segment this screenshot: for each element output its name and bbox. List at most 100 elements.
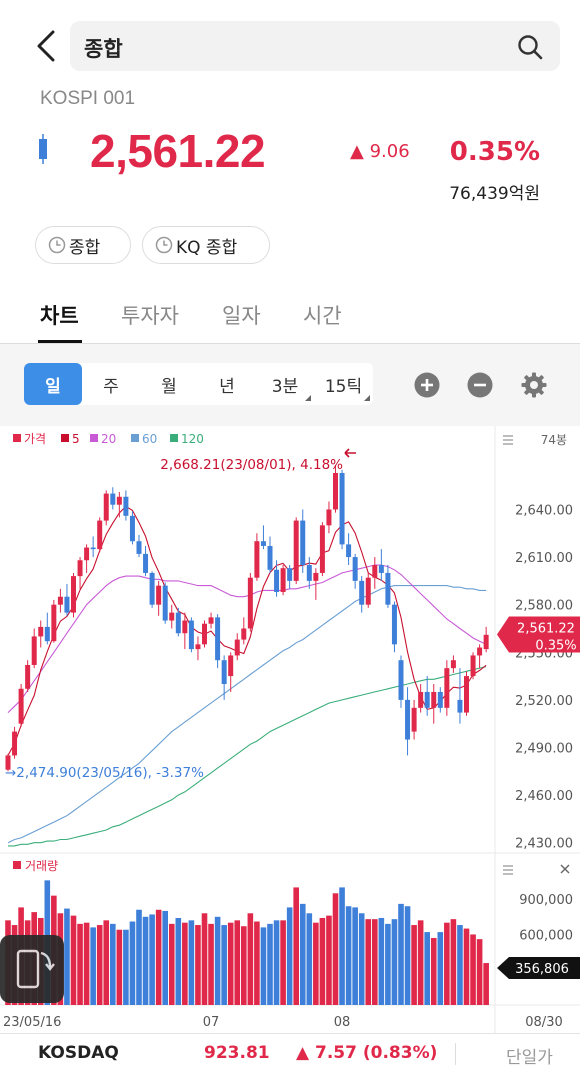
legend-swatch [131, 434, 139, 442]
menu-icon[interactable] [503, 435, 513, 445]
candle-body [136, 541, 142, 554]
footer-single-price[interactable]: 단일가 [506, 1048, 553, 1068]
period-15tick[interactable]: 15틱 [314, 363, 373, 405]
zoom-in-icon[interactable] [414, 372, 440, 398]
volume-bar [70, 915, 77, 1005]
tab-chart[interactable]: 차트 [40, 304, 79, 328]
volume-bar [280, 920, 286, 1005]
candle-body [38, 626, 44, 637]
bar-count: 74봉 [541, 433, 567, 447]
zoom-out-icon[interactable] [467, 372, 493, 398]
period-year[interactable]: 년 [198, 363, 256, 405]
footer-ticker[interactable]: KOSDAQ 923.81 ▲ 7.57 (0.83%) 단일가 [0, 1033, 580, 1072]
period-label: 주 [103, 376, 119, 397]
candle-body [149, 572, 155, 605]
x-tick-label: 08/30 [525, 1015, 562, 1030]
legend-swatch [13, 861, 21, 869]
candle-body [84, 547, 90, 561]
period-week[interactable]: 주 [82, 363, 140, 405]
ma60-line [7, 585, 487, 844]
candle-body [51, 604, 57, 642]
period-label: 3분 [271, 376, 299, 397]
candle-body [293, 520, 299, 581]
candle-body [71, 576, 76, 613]
x-axis-labels: 23/05/16 07 08 08/30 [3, 1015, 563, 1030]
candle-body [319, 525, 325, 573]
volume-bar [444, 922, 450, 1005]
low-annotation: →2,474.90(23/05/16), -3.37% [5, 765, 204, 781]
candle-body [182, 620, 188, 634]
clock-icon [155, 236, 173, 254]
legend-swatch [170, 434, 178, 442]
y-tick-label: 2,430.00 [515, 837, 573, 852]
volume-bar [214, 916, 221, 1005]
trading-amount: 76,439억원 [449, 184, 540, 204]
candle-body [424, 691, 430, 708]
ma20-line [7, 564, 487, 713]
volume-bar [136, 909, 142, 1005]
volume-bar [430, 937, 437, 1005]
volume-bar [241, 926, 247, 1005]
period-label: 일 [45, 376, 61, 397]
candle-body [175, 612, 181, 634]
candle-body [228, 655, 234, 677]
period-selector: 일 주 월 년 3분 15틱 [24, 363, 373, 405]
back-button[interactable] [30, 28, 62, 64]
candle-body [221, 660, 227, 685]
screen-rotate-button[interactable] [0, 935, 64, 1003]
candle-body [241, 628, 247, 640]
volume-bar [90, 927, 96, 1005]
volume-bar [358, 913, 365, 1005]
current-volume-tag: 356,806 [497, 957, 580, 980]
volume-bar [470, 934, 476, 1005]
candle-body [12, 731, 18, 756]
chip-kq-composite[interactable]: KQ 종합 [142, 226, 270, 264]
volume-bar [450, 919, 457, 1005]
legend-swatch [61, 434, 69, 442]
close-icon[interactable] [560, 864, 570, 874]
legend-price: 가격 [24, 432, 46, 446]
candle-body [313, 572, 319, 581]
period-label: 월 [161, 376, 177, 397]
candle-body [247, 577, 253, 629]
search-icon[interactable] [516, 33, 544, 61]
chevron-left-icon [37, 30, 55, 62]
volume-bar [319, 917, 326, 1005]
candle-body [5, 755, 11, 770]
volume-bar [398, 903, 404, 1005]
clock-icon [48, 236, 66, 254]
tab-daily[interactable]: 일자 [222, 304, 261, 328]
volume-menu-icon[interactable] [503, 865, 513, 875]
period-day[interactable]: 일 [24, 363, 82, 405]
volume-bar [201, 913, 208, 1005]
tab-time[interactable]: 시간 [303, 304, 342, 328]
chip-label: 종합 [69, 237, 101, 258]
volume-bars [5, 880, 489, 1005]
period-month[interactable]: 월 [140, 363, 198, 405]
footer-index-price: 923.81 [204, 1043, 270, 1063]
active-tab-indicator [38, 340, 82, 343]
x-tick-label: 23/05/16 [3, 1015, 61, 1030]
moving-average-lines [7, 505, 487, 847]
search-box[interactable]: 종합 [70, 21, 560, 71]
volume-bar [293, 887, 299, 1005]
tab-investor[interactable]: 투자자 [121, 304, 179, 328]
ma120-line [8, 666, 487, 847]
volume-bar [372, 919, 378, 1005]
candle-body [411, 707, 417, 732]
candle-body [169, 612, 175, 621]
volume-bar [332, 893, 339, 1005]
candle-body [254, 541, 260, 578]
volume-bar [110, 923, 116, 1005]
candle-body [208, 617, 214, 624]
price-chart[interactable]: 가격 5 20 60 120 74봉 2,640.00 2,610.00 2,580… [0, 426, 580, 1033]
price-change: ▲ 9.06 [350, 141, 410, 162]
volume-bar [457, 925, 463, 1005]
candle-body [202, 623, 207, 645]
gear-icon[interactable] [521, 372, 547, 398]
current-price-tag-value: 2,561.22 [517, 621, 575, 636]
legend-ma60: 60 [142, 432, 157, 446]
period-3min[interactable]: 3분 [256, 363, 314, 405]
chip-kospi-composite[interactable]: 종합 [35, 226, 131, 264]
legend-swatch [13, 434, 21, 442]
